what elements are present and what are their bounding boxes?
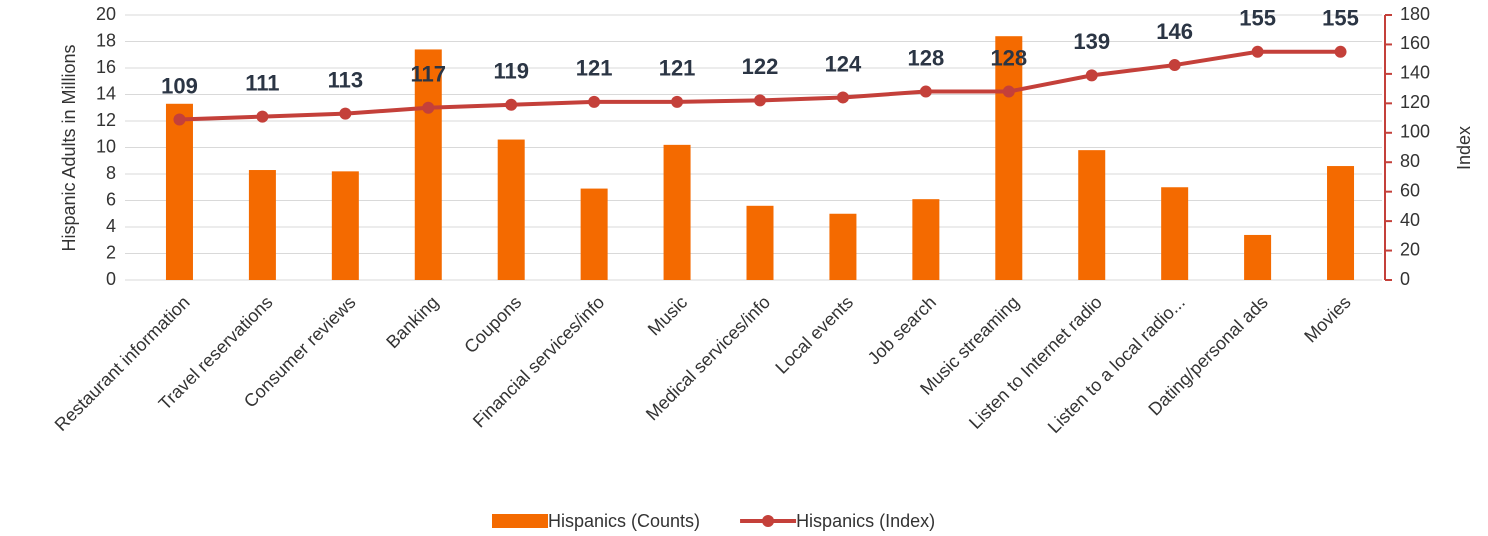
index-marker (588, 95, 601, 108)
data-label: 128 (990, 45, 1027, 70)
data-label: 121 (659, 56, 696, 81)
index-marker (422, 101, 435, 114)
bar (580, 188, 608, 280)
x-tick-label: Local events (772, 292, 858, 378)
y2-tick-label: 140 (1400, 63, 1430, 83)
x-tick-label: Listen to Internet radio (965, 292, 1106, 433)
legend-swatch (492, 514, 548, 528)
bar (414, 49, 442, 281)
x-tick-label: Banking (382, 292, 442, 352)
index-marker (671, 95, 684, 108)
data-label: 146 (1156, 19, 1193, 44)
data-label: 155 (1322, 6, 1359, 31)
bar (331, 171, 359, 280)
data-label: 122 (742, 54, 779, 79)
bar (912, 199, 940, 280)
data-label: 109 (161, 73, 198, 98)
bar (248, 170, 276, 280)
index-marker (339, 107, 352, 120)
x-tick-label: Coupons (460, 292, 525, 357)
y-tick-label: 18 (96, 30, 116, 50)
y2-tick-label: 0 (1400, 269, 1410, 289)
index-marker (1334, 45, 1347, 58)
data-label: 111 (245, 70, 279, 95)
y2-tick-label: 120 (1400, 92, 1430, 112)
y-tick-label: 0 (106, 269, 116, 289)
data-label: 121 (576, 56, 613, 81)
data-label: 117 (411, 62, 447, 87)
data-label: 139 (1073, 29, 1110, 54)
bar (829, 213, 857, 280)
y2-tick-label: 20 (1400, 239, 1420, 259)
index-marker (836, 91, 849, 104)
bar (1078, 150, 1106, 280)
bar (746, 205, 774, 280)
index-marker (505, 98, 518, 111)
index-marker (1251, 45, 1264, 58)
y-tick-label: 10 (96, 136, 116, 156)
y-tick-label: 8 (106, 163, 116, 183)
y-axis-title: Hispanic Adults in Millions (59, 44, 79, 251)
index-marker (1085, 69, 1098, 82)
data-label: 119 (493, 59, 529, 84)
bar (165, 103, 193, 281)
data-label: 128 (908, 45, 945, 70)
y2-tick-label: 100 (1400, 122, 1430, 142)
y2-tick-label: 40 (1400, 210, 1420, 230)
y-tick-label: 2 (106, 242, 116, 262)
index-marker (919, 85, 932, 98)
x-tick-label: Job search (864, 292, 940, 368)
y-tick-label: 20 (96, 4, 116, 24)
bar (1327, 166, 1355, 280)
index-marker (256, 110, 269, 123)
y-tick-label: 4 (106, 216, 116, 236)
x-tick-label: Restaurant information (51, 292, 194, 435)
x-tick-label: Music (644, 292, 691, 339)
index-marker (1168, 59, 1181, 72)
y2-axis-title: Index (1454, 126, 1474, 170)
bar (497, 139, 525, 280)
y2-tick-label: 180 (1400, 4, 1430, 24)
index-marker (1002, 85, 1015, 98)
x-tick-label: Movies (1300, 292, 1354, 346)
bar (995, 36, 1023, 281)
bar (1161, 187, 1189, 280)
legend-label: Hispanics (Index) (796, 511, 935, 531)
y2-tick-label: 160 (1400, 33, 1430, 53)
data-label: 155 (1239, 6, 1276, 31)
y-tick-label: 6 (106, 189, 116, 209)
y-tick-label: 14 (96, 83, 116, 103)
index-marker (754, 94, 766, 107)
y-tick-label: 12 (96, 110, 116, 130)
y2-tick-label: 80 (1400, 151, 1420, 171)
data-label: 113 (328, 67, 364, 92)
y-tick-label: 16 (96, 57, 116, 77)
y2-tick-label: 60 (1400, 180, 1420, 200)
x-tick-label: Listen to a local radio... (1044, 292, 1189, 437)
bar (1244, 234, 1272, 280)
index-marker (173, 113, 186, 126)
data-label: 124 (825, 51, 862, 76)
bar (663, 144, 691, 280)
legend-marker (762, 515, 775, 527)
legend-label: Hispanics (Counts) (548, 511, 700, 531)
